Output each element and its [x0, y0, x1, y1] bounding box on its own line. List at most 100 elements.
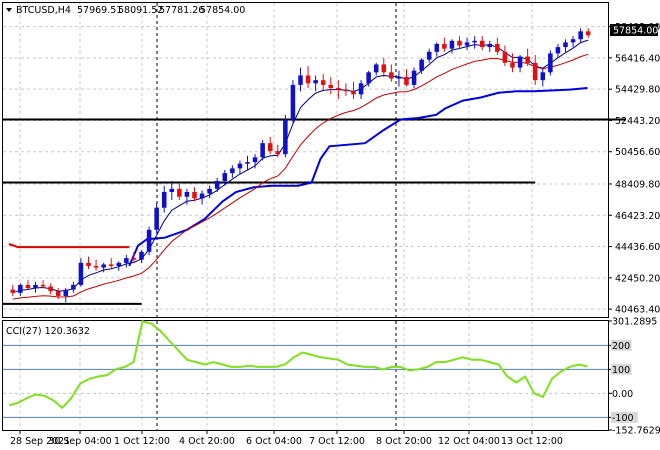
candle-body [230, 168, 235, 174]
candle-body [532, 62, 538, 81]
time-tick-label: 8 Oct 20:00 [376, 436, 432, 447]
candle-body [245, 162, 250, 164]
cci-indicator [3, 320, 608, 418]
candle-body [389, 72, 394, 79]
cci-level-badge [611, 363, 632, 375]
candle-body [214, 180, 220, 189]
stop-lines [8, 87, 588, 267]
moving-averages [12, 39, 589, 300]
indicator-plot-frame [2, 320, 609, 431]
price-tick-label: 40463.40 [615, 305, 660, 316]
candle-body [525, 56, 530, 63]
cci-tick-label: 100 [612, 365, 630, 376]
candle-body [139, 251, 144, 260]
price-axis: 58403.0056416.4054429.8052443.2050456.60… [608, 22, 660, 316]
time-tick-label: 30 Sep 04:00 [48, 436, 111, 447]
candle-body [154, 207, 159, 230]
time-tick-label: 28 Sep 2021 [10, 436, 70, 447]
candle-body [40, 284, 46, 287]
candle-body [510, 62, 515, 68]
time-tick-label: 6 Oct 04:00 [246, 436, 302, 447]
stop-line-down [8, 243, 130, 249]
candle-body [464, 42, 470, 46]
candle-body [563, 42, 568, 48]
triangle-down-icon[interactable] [6, 8, 12, 12]
candle-body [373, 64, 379, 73]
candle-body [93, 266, 99, 268]
candle-body [124, 258, 129, 263]
candle-body [358, 83, 364, 95]
current-price-badge [610, 24, 658, 36]
candlesticks [10, 28, 591, 303]
price-tick-label: 52443.20 [615, 116, 660, 127]
candle-body [351, 91, 356, 95]
cci-tick-label: 200 [612, 341, 630, 352]
candle-body [366, 72, 371, 84]
candle-body [336, 88, 341, 90]
candle-body [101, 264, 106, 268]
candle-body [328, 84, 334, 89]
candle-body [578, 31, 583, 40]
candle-body [275, 151, 281, 155]
candle-body [305, 75, 311, 84]
candle-body [184, 191, 190, 197]
candle-body [502, 51, 508, 63]
candle-body [570, 39, 576, 43]
candle-body [585, 31, 591, 36]
cci-tick-label: 301.2895 [612, 317, 657, 328]
candle-body [434, 43, 440, 52]
candle-body [25, 284, 31, 289]
price-tick-label: 50456.60 [615, 147, 660, 158]
candle-body [199, 193, 205, 199]
candle-body [411, 70, 417, 85]
candle-body [207, 188, 212, 194]
fast-ma-line [12, 39, 589, 294]
candle-body [290, 84, 296, 120]
candle-body [472, 40, 477, 43]
price-tick-label: 56416.40 [615, 53, 660, 64]
candle-body [442, 43, 447, 49]
price-tick-label: 46423.20 [615, 211, 660, 222]
candle-body [48, 286, 53, 292]
candle-body [78, 262, 84, 285]
candle-body [33, 284, 38, 289]
candle-body [267, 143, 273, 152]
candle-body [222, 173, 228, 181]
price-tick-label: 48409.80 [615, 179, 660, 190]
time-tick-label: 7 Oct 12:00 [309, 436, 365, 447]
ohlc-close: 57854.00 [200, 5, 245, 16]
candle-body [320, 80, 326, 85]
candle-body [487, 43, 493, 48]
candle-body [396, 77, 402, 79]
candle-body [426, 51, 432, 60]
price-tick-label: 44436.60 [615, 242, 660, 253]
candle-body [108, 264, 114, 267]
candle-body [298, 75, 303, 85]
stop-line-up [128, 87, 588, 267]
candle-body [457, 40, 462, 46]
candle-body [237, 163, 243, 169]
symbol-label: BTCUSD,H4 [16, 5, 71, 16]
candle-body [283, 119, 288, 155]
candle-body [260, 143, 265, 158]
candle-body [177, 188, 182, 197]
candle-body [517, 56, 523, 68]
candle-body [548, 53, 553, 73]
main-plot-frame [2, 2, 609, 318]
candle-body [161, 191, 167, 208]
cci-title: CCI(27) 120.3632 [6, 326, 90, 337]
cci-line [8, 320, 588, 410]
candle-body [252, 157, 258, 163]
candle-body [404, 77, 409, 85]
cci-tick-label: -152.7629 [612, 426, 660, 437]
candle-body [495, 43, 500, 52]
candle-body [116, 262, 122, 267]
cci-tick-label: 0.00 [612, 389, 633, 400]
slow-ma-line [12, 53, 589, 300]
ohlc-open: 57969.51 [77, 5, 122, 16]
time-tick-label: 4 Oct 20:00 [179, 436, 235, 447]
cci-level-badge [611, 411, 638, 423]
